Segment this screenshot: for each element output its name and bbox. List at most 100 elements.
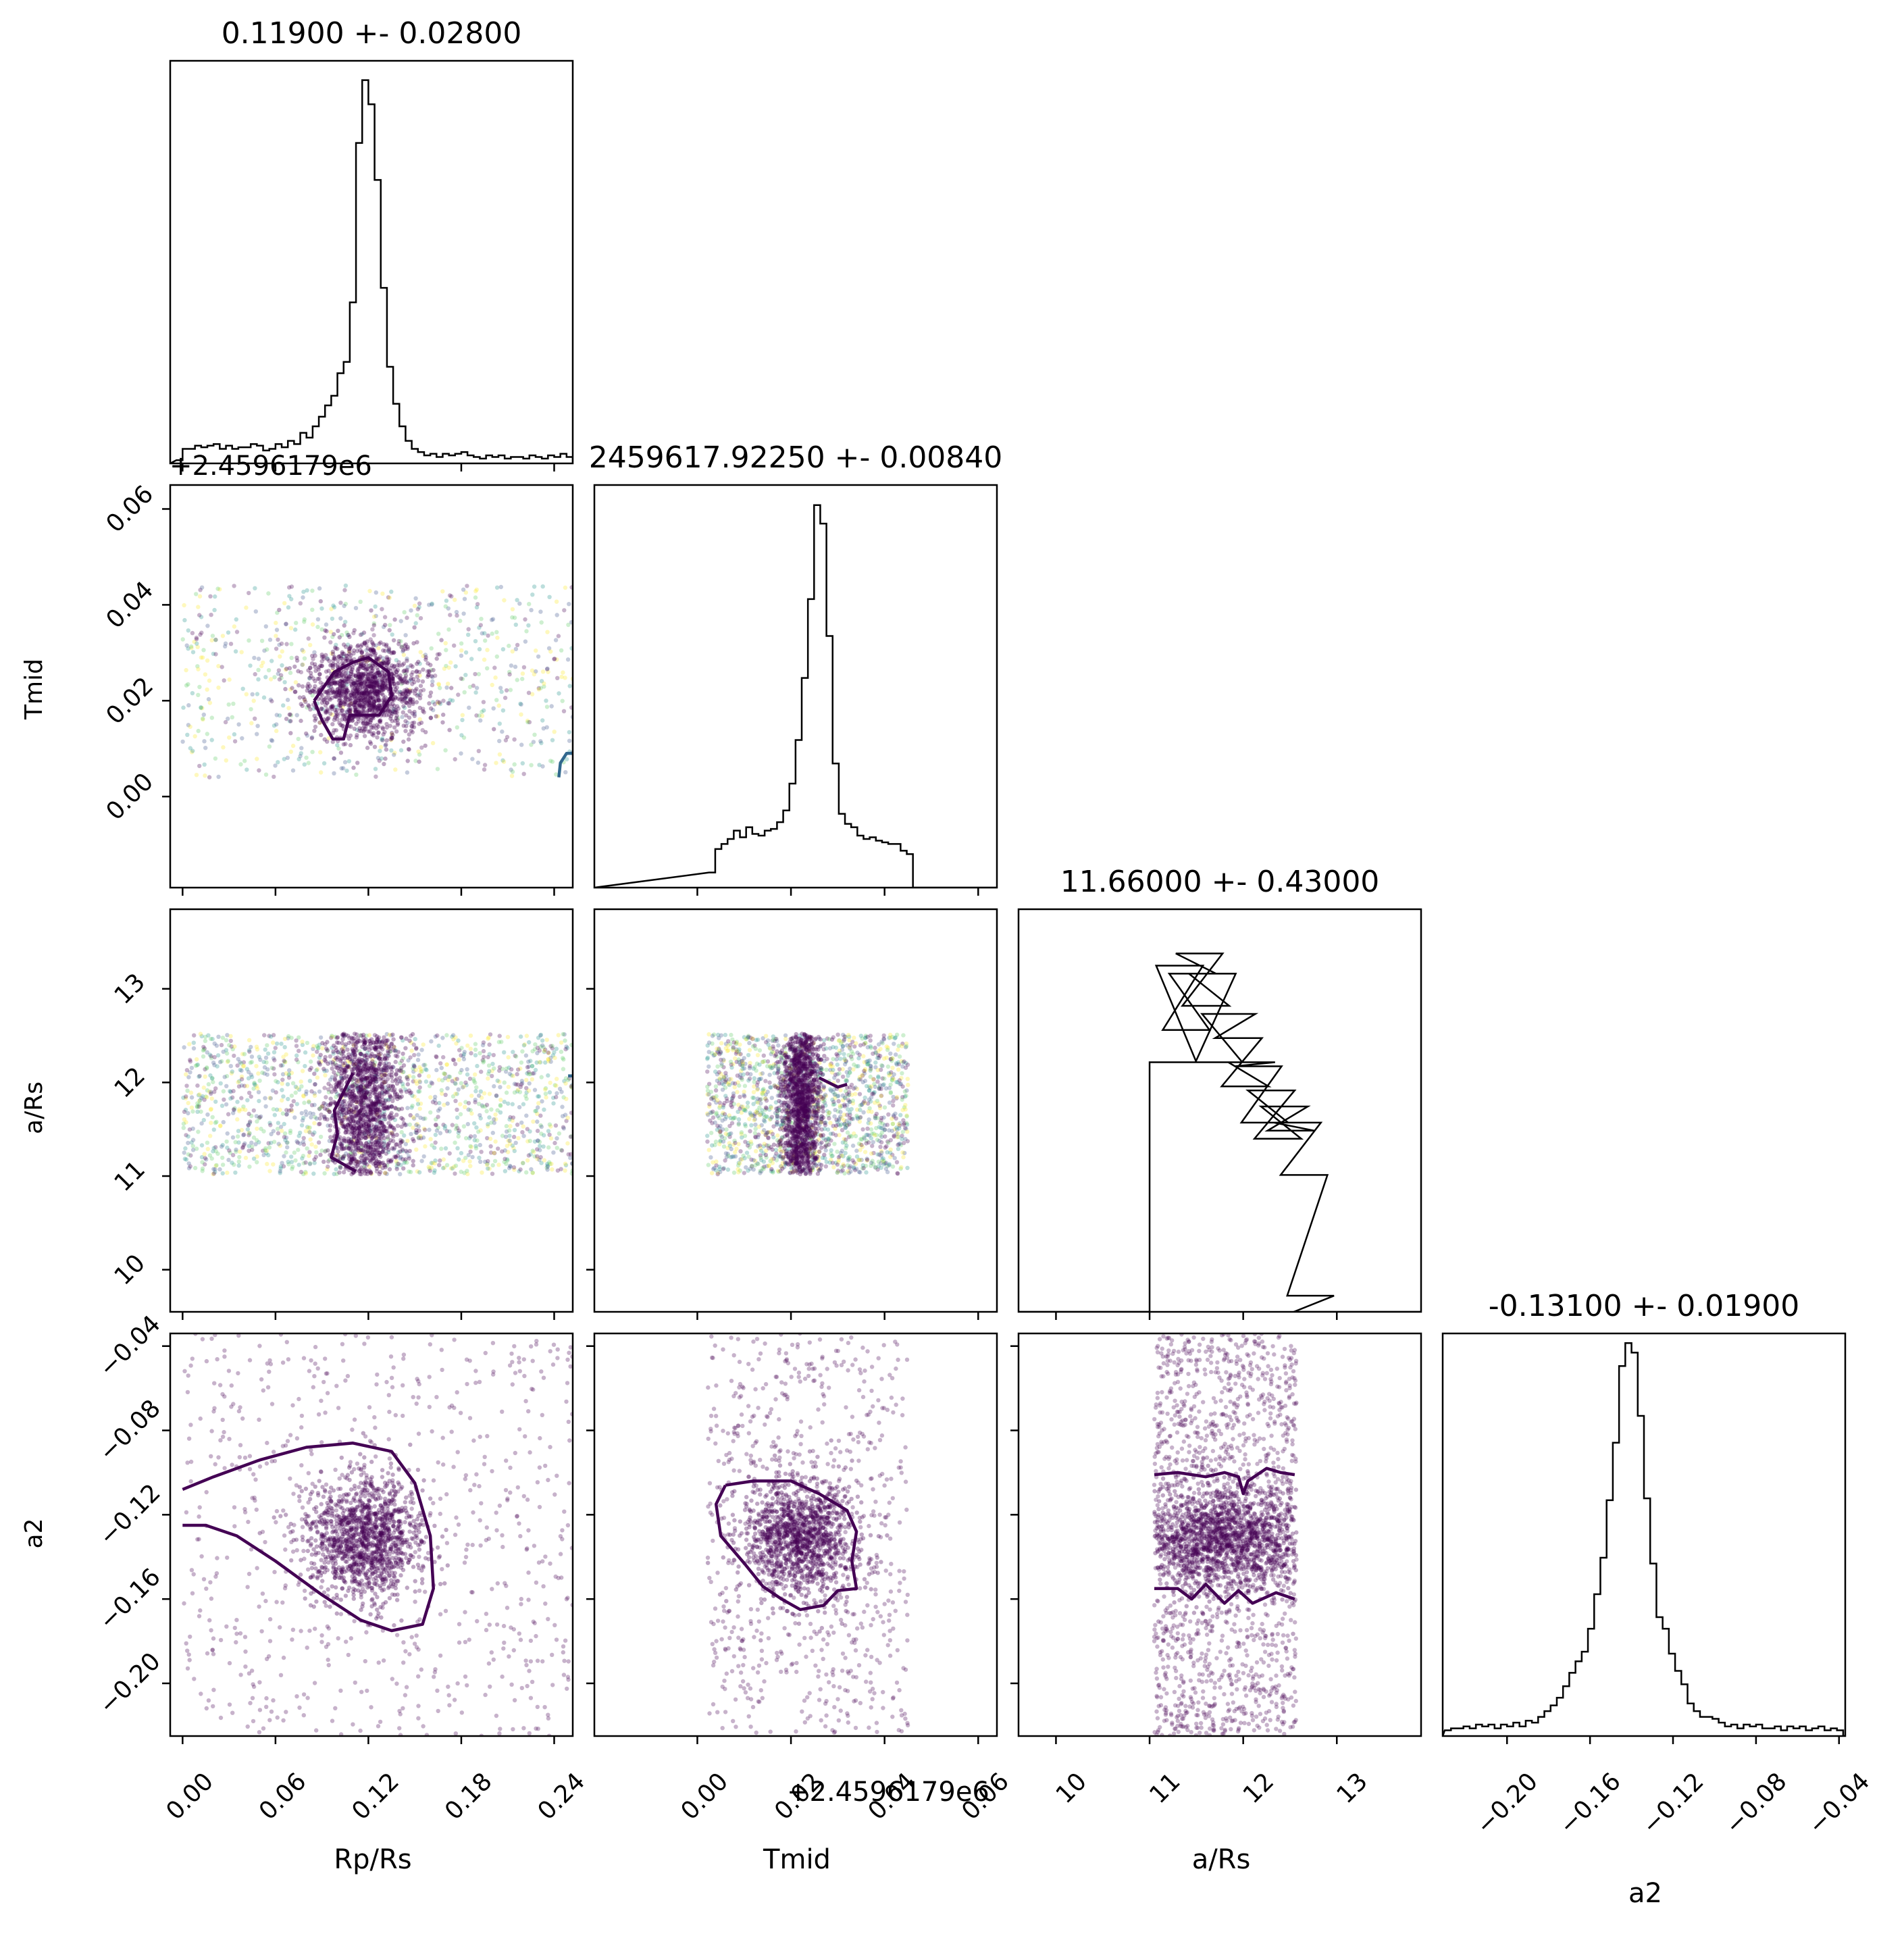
scatter-point	[391, 673, 396, 678]
scatter-point	[383, 1055, 388, 1061]
scatter-point	[446, 701, 451, 706]
scatter-point	[332, 717, 337, 722]
scatter-point	[384, 660, 388, 665]
scatter-point	[378, 1132, 383, 1137]
scatter-point	[194, 773, 199, 778]
scatter-point	[349, 671, 354, 676]
scatter-point	[372, 688, 378, 693]
scatter-point	[296, 669, 301, 673]
scatter-point	[355, 1120, 361, 1125]
scatter-point	[336, 692, 341, 696]
scatter-point	[224, 1084, 229, 1089]
scatter-point	[267, 744, 272, 749]
scatter-point	[343, 583, 349, 588]
scatter-point	[335, 690, 340, 694]
scatter-point	[356, 680, 361, 685]
scatter-point	[396, 1095, 402, 1100]
scatter-point	[438, 1106, 442, 1111]
scatter-point	[349, 716, 355, 721]
scatter-point	[358, 1084, 363, 1089]
scatter-point	[352, 700, 357, 705]
scatter-point	[263, 1104, 268, 1109]
scatter-point	[366, 1129, 371, 1134]
scatter-point	[351, 1093, 357, 1098]
scatter-point	[352, 1114, 357, 1119]
scatter-point	[332, 681, 337, 686]
scatter-point	[297, 757, 301, 762]
scatter-point	[307, 1161, 313, 1166]
scatter-point	[515, 1067, 521, 1072]
scatter-point	[539, 1161, 544, 1165]
scatter-point	[540, 669, 546, 674]
scatter-point	[555, 1136, 559, 1141]
scatter-point	[274, 1041, 280, 1046]
scatter-point	[382, 1129, 386, 1133]
scatter-point	[293, 680, 299, 685]
scatter-point	[509, 663, 514, 668]
scatter-point	[345, 1122, 350, 1127]
scatter-point	[355, 1139, 360, 1144]
scatter-point	[347, 1144, 352, 1148]
scatter-point	[518, 701, 523, 707]
scatter-point	[734, 1040, 739, 1045]
scatter-point	[232, 1053, 236, 1059]
scatter-point	[205, 658, 210, 663]
scatter-point	[345, 1055, 351, 1060]
scatter-point	[202, 1152, 207, 1156]
scatter-point	[336, 674, 341, 679]
scatter-point	[504, 1123, 509, 1129]
scatter-point	[330, 705, 335, 709]
scatter-point	[356, 1144, 361, 1148]
scatter-point	[324, 710, 328, 715]
scatter-point	[410, 688, 415, 693]
scatter-point	[393, 694, 398, 700]
scatter-point	[371, 666, 376, 671]
scatter-point	[362, 723, 367, 729]
scatter-point	[373, 1161, 378, 1165]
scatter-point	[309, 1065, 313, 1071]
scatter-point	[199, 630, 204, 635]
scatter-point	[363, 1109, 367, 1115]
scatter-point	[209, 1090, 213, 1094]
scatter-point	[384, 1146, 389, 1151]
scatter-point	[255, 1086, 260, 1091]
scatter-point	[537, 763, 542, 767]
scatter-point	[294, 1053, 299, 1058]
scatter-point	[389, 1104, 394, 1109]
scatter-point	[538, 609, 543, 614]
scatter-point	[439, 1088, 444, 1093]
scatter-point	[381, 1066, 386, 1071]
scatter-point	[228, 1090, 233, 1094]
scatter-point	[312, 1157, 317, 1162]
scatter-point	[324, 690, 329, 694]
scatter-point	[300, 684, 305, 689]
scatter-point	[323, 703, 328, 708]
scatter-point	[357, 1169, 362, 1174]
scatter-point	[247, 1038, 252, 1043]
scatter-point	[296, 736, 301, 742]
scatter-point	[189, 1095, 195, 1100]
scatter-point	[549, 1161, 554, 1167]
scatter-point	[357, 1131, 362, 1136]
scatter-point	[475, 602, 480, 607]
scatter-point	[399, 679, 405, 684]
scatter-point	[358, 599, 363, 604]
scatter-point	[311, 1044, 316, 1048]
scatter-point	[298, 1130, 303, 1136]
scatter-point	[245, 1084, 249, 1088]
scatter-point	[446, 1077, 451, 1082]
scatter-point	[199, 1034, 204, 1039]
scatter-point	[736, 1080, 740, 1085]
scatter-point	[270, 1088, 276, 1093]
scatter-point	[896, 1062, 902, 1067]
scatter-point	[434, 1054, 438, 1059]
scatter-point	[357, 1138, 362, 1143]
scatter-point	[208, 1107, 213, 1112]
scatter-point	[396, 660, 401, 665]
scatter-point	[831, 1035, 836, 1040]
scatter-point	[346, 1140, 351, 1145]
scatter-point	[288, 1128, 293, 1133]
scatter-point	[506, 1084, 511, 1090]
scatter-point	[371, 703, 376, 707]
scatter-point	[411, 1063, 416, 1068]
